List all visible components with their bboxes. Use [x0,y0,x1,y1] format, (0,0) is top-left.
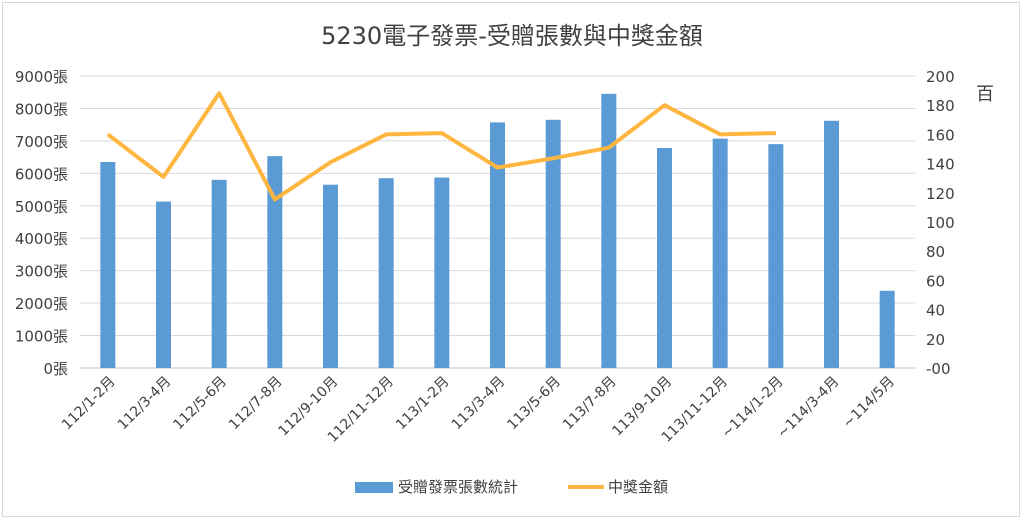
legend-bar-label: 受贈發票張數統計 [398,478,518,496]
bar-series [100,93,895,368]
line-point [107,133,109,135]
x-tick-label: 113/5-6月 [504,374,564,434]
y-axis-left: 0張 1000張 2000張 3000張 4000張 5000張 6000張 7000張 800… [15,68,68,378]
line-point [330,161,331,163]
x-tick-label: 112/7-8月 [226,374,286,434]
y-axis-right: -00 20 40 60 80 100 120 140 160 180 200 [926,68,955,378]
y-left-tick-label: 5000張 [15,198,68,216]
line-point [664,104,665,106]
legend-line-label: 中獎金額 [608,478,668,496]
y-right-tick-label: 20 [926,331,945,349]
y-right-tick-label: 60 [926,272,945,290]
bar [100,161,116,368]
line-point [719,133,721,135]
bar [434,177,450,368]
bar [879,290,895,368]
bar [267,156,283,368]
y-right-tick-label: 200 [926,68,955,86]
line-point [441,132,443,134]
legend: 受贈發票張數統計 中獎金額 [355,478,668,496]
y-right-tick-label: -00 [926,360,951,378]
y-right-tick-label: 40 [926,302,945,320]
y-left-tick-label: 0張 [43,360,68,378]
y-left-tick-label: 8000張 [15,100,68,118]
bar [712,138,728,368]
y-left-tick-label: 9000張 [15,68,68,86]
y-left-tick-label: 2000張 [15,295,68,313]
line-point [218,92,220,94]
y-right-tick-label: 80 [926,243,945,261]
y-right-tick-label: 120 [926,185,955,203]
y-axis-right-unit: 百 [976,84,994,105]
bar [657,148,672,368]
y-right-tick-label: 180 [926,97,955,115]
x-tick-label: 112/5-6月 [170,374,230,434]
y-left-tick-label: 6000張 [15,165,68,183]
y-right-tick-label: 160 [926,126,955,144]
y-right-tick-label: 140 [926,156,955,174]
x-tick-label: ~114/5月 [840,374,898,432]
bar [601,93,617,368]
bar [378,178,394,368]
bar [490,122,505,368]
bar [824,120,839,368]
chart-title: 5230電子發票-受贈張數與中獎金額 [321,22,703,50]
x-tick-label: 113/3-4月 [449,374,509,434]
line-series [106,91,777,202]
line-point [385,133,387,135]
bar [545,119,561,368]
y-left-tick-label: 1000張 [15,328,68,346]
x-tick-label: 112/3-4月 [115,374,175,434]
line-point [163,176,164,178]
line-point [608,147,610,149]
x-tick-label: 113/7-8月 [560,374,620,434]
y-right-tick-label: 100 [926,214,955,232]
bar [156,201,171,368]
x-tick-label: 113/1-2月 [393,374,453,434]
y-left-tick-label: 7000張 [15,133,68,151]
x-tick-label: 112/1-2月 [59,374,119,434]
legend-bar-swatch [355,482,393,493]
bar [211,179,227,368]
bar [323,184,338,368]
bar [768,144,784,368]
line-point [274,198,276,200]
line-point [775,132,777,134]
y-left-tick-label: 4000張 [15,230,68,248]
line-point [552,157,554,159]
x-axis: 112/1-2月112/3-4月112/5-6月112/7-8月112/9-10… [59,374,898,446]
line-point [497,167,498,169]
y-left-tick-label: 3000張 [15,263,68,281]
